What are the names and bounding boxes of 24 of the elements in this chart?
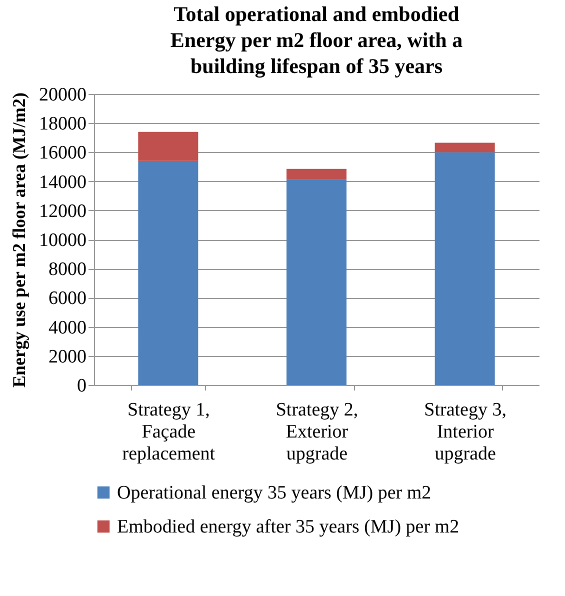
bar bbox=[138, 160, 198, 385]
x-tick-label: Strategy 1, Façade replacement bbox=[122, 400, 216, 464]
legend-label: Embodied energy after 35 years (MJ) per m2 bbox=[117, 516, 460, 538]
y-tick-label: 2000 bbox=[48, 346, 86, 368]
y-tick-label: 12000 bbox=[39, 200, 86, 222]
bar bbox=[286, 168, 346, 180]
bar bbox=[434, 152, 495, 385]
legend-label: Operational energy 35 years (MJ) per m2 bbox=[117, 482, 432, 504]
bar bbox=[434, 142, 495, 152]
y-tick-label: 4000 bbox=[48, 317, 86, 338]
y-tick-label: 14000 bbox=[39, 172, 86, 193]
y-tick-label: 10000 bbox=[39, 230, 86, 251]
x-tick-label: Strategy 3, Interior upgrade bbox=[424, 400, 506, 464]
y-tick-label: 0 bbox=[77, 376, 86, 396]
x-tick-label: Strategy 2, Exterior upgrade bbox=[276, 400, 358, 464]
y-axis-title: Energy use per m2 floor area (MJ/m2) bbox=[9, 92, 29, 388]
bar bbox=[138, 132, 198, 161]
chart-title: Total operational and embodied Energy per m2 floor area, with a building lifespan of 35 years bbox=[170, 2, 464, 78]
y-tick-label: 20000 bbox=[39, 84, 86, 106]
y-tick-label: 18000 bbox=[39, 114, 86, 135]
bar bbox=[286, 180, 346, 385]
y-tick-label: 16000 bbox=[39, 142, 86, 164]
y-tick-label: 8000 bbox=[48, 259, 86, 280]
y-tick-label: 6000 bbox=[48, 288, 86, 310]
